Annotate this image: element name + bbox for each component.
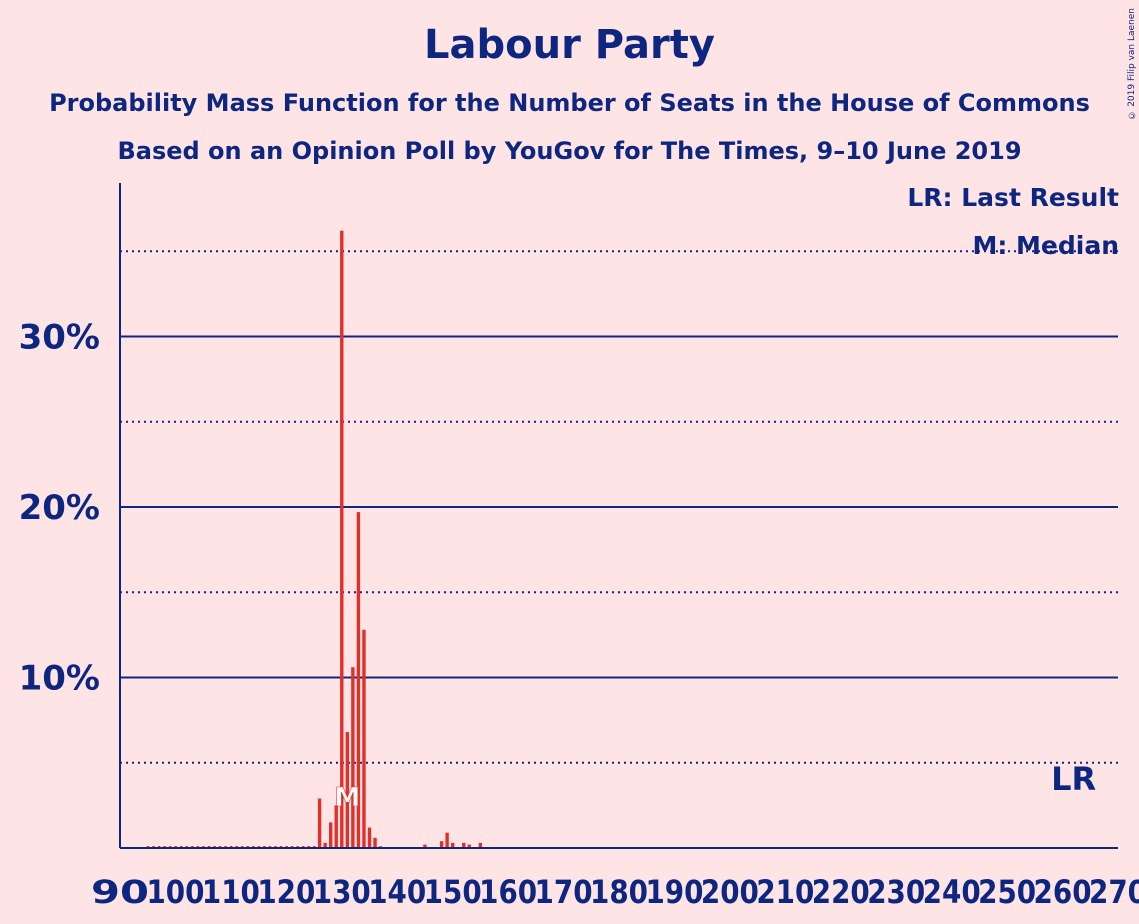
seat-bar	[439, 841, 444, 848]
seat-bar	[478, 842, 483, 848]
x-tick-label: 220	[812, 873, 870, 911]
seat-bar	[340, 230, 344, 848]
seat-bar	[334, 805, 338, 848]
chart-subtitle-1: Probability Mass Function for the Number…	[49, 89, 1090, 117]
x-tick-label: 210	[756, 873, 814, 911]
seat-bar	[462, 842, 466, 848]
x-tick-label: 90	[91, 873, 149, 911]
x-tick-label: 170	[535, 873, 593, 911]
x-tick-label: 180	[590, 873, 648, 911]
seat-bar	[367, 827, 372, 848]
x-tick-label: 100	[146, 873, 204, 911]
chart-title: Labour Party	[424, 22, 715, 68]
y-tick-label: 10%	[19, 658, 100, 698]
seat-bar	[450, 842, 455, 848]
seat-bar	[362, 629, 366, 848]
seat-bar	[345, 732, 350, 848]
x-tick-label: 260	[1034, 873, 1092, 911]
x-tick-label: 140	[368, 873, 426, 911]
x-tick-label: 190	[645, 873, 703, 911]
legend-median: M: Median	[972, 231, 1119, 260]
last-result-marker: LR	[1051, 760, 1096, 798]
legend-last-result: LR: Last Result	[907, 183, 1119, 212]
median-marker: M	[334, 783, 360, 813]
y-tick-label: 20%	[19, 488, 100, 528]
x-tick-label: 110	[202, 873, 260, 911]
x-tick-label: 270	[1089, 873, 1139, 911]
x-tick-label: 250	[978, 873, 1036, 911]
y-tick-label: 30%	[19, 317, 100, 357]
seat-bar	[445, 832, 449, 848]
seat-bar	[423, 844, 427, 848]
x-tick-label: 130	[313, 873, 371, 911]
x-tick-label: 120	[257, 873, 315, 911]
x-tick-label: 230	[867, 873, 925, 911]
seat-bar	[356, 512, 361, 848]
seat-bar	[328, 822, 333, 848]
x-tick-label: 150	[424, 873, 482, 911]
seat-bar	[351, 667, 355, 848]
chart-subtitle-2: Based on an Opinion Poll by YouGov for T…	[117, 137, 1022, 165]
x-tick-label: 160	[479, 873, 537, 911]
x-tick-label: 200	[701, 873, 759, 911]
seat-bar	[323, 842, 327, 848]
seat-bar	[467, 844, 471, 848]
x-tick-label: 240	[923, 873, 981, 911]
seat-bar	[373, 837, 377, 848]
seat-bar	[317, 798, 322, 848]
